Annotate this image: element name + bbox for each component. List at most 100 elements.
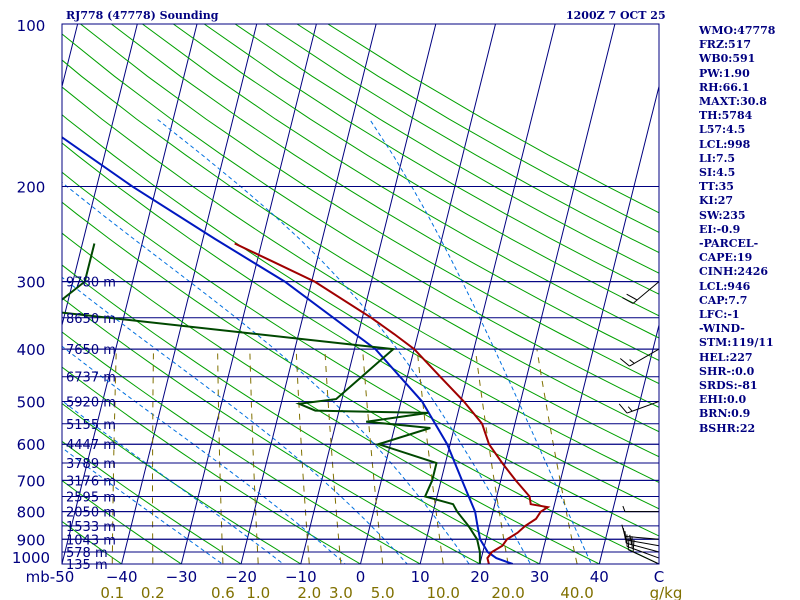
mixing-ratio-line [111, 349, 117, 564]
temperature-line [234, 242, 551, 564]
dry-adiabat [62, 440, 243, 564]
height-label: 578 m [66, 546, 108, 561]
dry-adiabat [62, 331, 422, 564]
height-label: 1533 m [66, 520, 116, 535]
wind-barb-full [618, 403, 628, 414]
index-item: FRZ:517 [699, 38, 752, 52]
height-label: 3789 m [66, 457, 116, 472]
mixing-ratio-label: 0.2 [141, 584, 165, 600]
height-label: 2050 m [66, 506, 116, 521]
index-item: STM:119/11 [699, 336, 774, 350]
index-item: -WIND- [699, 322, 745, 336]
pressure-tick-label: 800 [17, 504, 46, 522]
height-label: 5155 m [66, 418, 116, 433]
dry-adiabat [173, 24, 659, 317]
wind-barb-half [627, 406, 633, 412]
isotherm [598, 323, 659, 564]
moist-adiabat [62, 400, 285, 564]
index-item: CAP:7.7 [699, 293, 748, 307]
temperature-tick-label: 30 [530, 568, 549, 586]
index-item: PW:1.90 [699, 66, 750, 80]
index-item: LFC:-1 [699, 308, 740, 322]
index-item: EHI:0.0 [699, 393, 747, 407]
plot-frame [61, 23, 660, 565]
index-item: SI:4.5 [699, 166, 736, 180]
index-item: WMO:47778 [699, 24, 776, 37]
temperature-tick-label: 10 [411, 568, 430, 586]
isotherm [62, 24, 198, 564]
wind-barb-full [626, 293, 638, 301]
mixing-ratio-label: 2.0 [297, 584, 321, 600]
temperature-tick-label: 40 [590, 568, 609, 586]
index-item: HEL:227 [699, 350, 753, 364]
mixing-ratio-label: 1.0 [246, 584, 270, 600]
dry-adiabat [0, 24, 17, 575]
wind-barb-half [622, 505, 626, 512]
isotherm [539, 84, 659, 564]
mixing-ratio-label: 3.0 [329, 584, 353, 600]
wind-barb-staff [626, 542, 660, 553]
index-item: LCL:998 [699, 137, 751, 151]
pressure-tick-label: 500 [17, 393, 46, 411]
moist-adiabat [62, 276, 408, 564]
wind-barb [621, 524, 660, 540]
index-item: SW:235 [699, 208, 746, 222]
wind-barb-staff [629, 348, 660, 367]
index-item: RH:66.1 [699, 80, 750, 94]
temperature-tick-label: −20 [225, 568, 257, 586]
wind-barb-staff [632, 281, 660, 304]
index-item: TH:5784 [699, 109, 753, 123]
index-item: BSHR:22 [699, 421, 756, 435]
isotherm [240, 24, 377, 564]
dry-adiabat [265, 24, 659, 254]
height-label: 1043 m [66, 533, 116, 548]
dry-adiabat [142, 24, 659, 339]
wind-barb-full [624, 531, 627, 544]
mixing-ratio-line [249, 349, 259, 564]
temperature-tick-label: −40 [106, 568, 138, 586]
wind-barb-staff [626, 545, 660, 559]
isotherm [121, 24, 258, 564]
dry-adiabat [111, 24, 659, 361]
wind-barb-staff [626, 400, 660, 414]
mixing-ratio-line [295, 349, 310, 564]
height-label: 9780 m [66, 276, 116, 291]
chart-title: RJ778 (47778) Sounding [66, 9, 219, 22]
mixing-ratio-label: 0.1 [100, 584, 124, 600]
dry-adiabat [80, 24, 659, 385]
pressure-tick-label: 1000 [12, 549, 50, 567]
height-label: 8650 m [66, 312, 116, 327]
index-item: TT:35 [699, 180, 734, 194]
index-item: EI:-0.9 [699, 222, 741, 236]
dry-adiabat [62, 171, 659, 537]
dry-adiabat [203, 24, 659, 295]
mixing-ratio-label: 20.0 [491, 584, 524, 600]
dry-adiabat [62, 479, 183, 564]
index-item: KI:27 [699, 194, 734, 208]
wind-barb-staff [627, 549, 660, 565]
temperature-tick-label: mb-50 [26, 568, 75, 586]
moist-adiabat [62, 345, 346, 564]
stability-indices-panel: WMO:47778 FRZ:517 WB0:591 PW:1.90 RH:66.1 MAX… [699, 24, 775, 436]
pressure-tick-label: 100 [17, 17, 46, 35]
mixing-ratio-line [152, 349, 154, 564]
isobar-lines [62, 186, 659, 565]
index-item: -PARCEL- [699, 237, 759, 251]
temperature-tick-label: −30 [166, 568, 198, 586]
isotherm [419, 24, 556, 564]
index-item: LCL:946 [699, 279, 751, 293]
dewpoint-line [62, 243, 481, 564]
height-label: 5920 m [66, 395, 116, 410]
isotherm [359, 24, 496, 564]
wind-barb-full [619, 358, 630, 367]
height-label: 6737 m [66, 371, 116, 386]
temperature-tick-label: C [654, 568, 664, 586]
index-item: L57:4.5 [699, 123, 746, 137]
pressure-tick-label: 300 [17, 274, 46, 292]
pressure-tick-label: 900 [17, 531, 46, 549]
dry-adiabat [62, 232, 601, 564]
wind-barb-full [632, 539, 635, 552]
pressure-tick-label: 200 [17, 179, 46, 197]
